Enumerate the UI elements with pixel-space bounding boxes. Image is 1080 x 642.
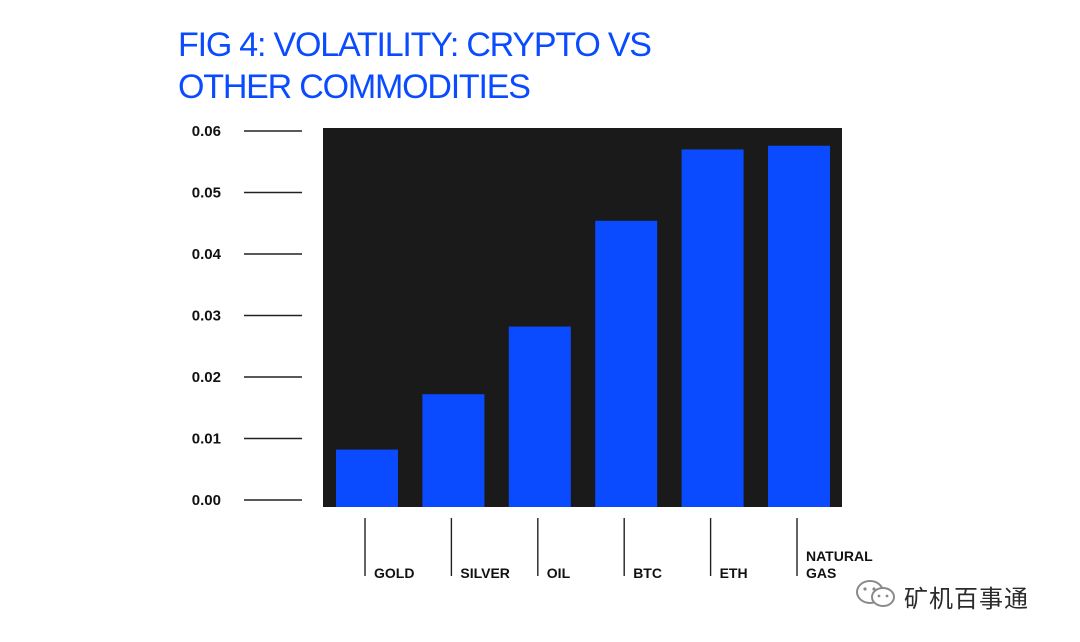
x-category-label: ETH [720, 565, 748, 581]
chart-title: FIG 4: VOLATILITY: CRYPTO VS OTHER COMMO… [178, 24, 738, 108]
y-axis: 0.00 0.01 0.02 0.03 0.04 0.05 0.06 [192, 123, 302, 509]
y-tick-label: 0.02 [192, 369, 221, 386]
y-tick-label: 0.04 [192, 246, 222, 263]
watermark: 矿机百事通 [854, 578, 1029, 614]
plot-background-layer [323, 128, 842, 507]
y-tick-label: 0.05 [192, 185, 221, 202]
y-tick-label: 0.06 [192, 123, 221, 140]
bar-gold [336, 449, 398, 507]
x-category-label: GOLD [374, 565, 414, 581]
bars [336, 145, 830, 508]
chart-title-line-1: FIG 4: VOLATILITY: CRYPTO VS [178, 26, 652, 64]
bar-natural-gas [768, 145, 830, 507]
y-tick-label: 0.01 [192, 431, 221, 448]
x-category-label: OIL [547, 565, 571, 581]
x-category-label: NATURAL [806, 548, 873, 564]
x-category-label: GAS [806, 565, 836, 581]
y-tick-label: 0.00 [192, 492, 221, 509]
bar-eth [681, 149, 744, 507]
bar-btc [595, 220, 658, 508]
bar-oil [508, 326, 571, 507]
wechat-icon [854, 578, 898, 615]
chart-title-line-2: OTHER COMMODITIES [178, 68, 531, 106]
watermark-text: 矿机百事通 [904, 584, 1029, 613]
bar-silver [422, 394, 485, 507]
x-category-label: BTC [633, 565, 662, 581]
x-category-label: SILVER [460, 565, 510, 581]
plot-background [323, 128, 842, 507]
y-tick-label: 0.03 [192, 308, 221, 325]
